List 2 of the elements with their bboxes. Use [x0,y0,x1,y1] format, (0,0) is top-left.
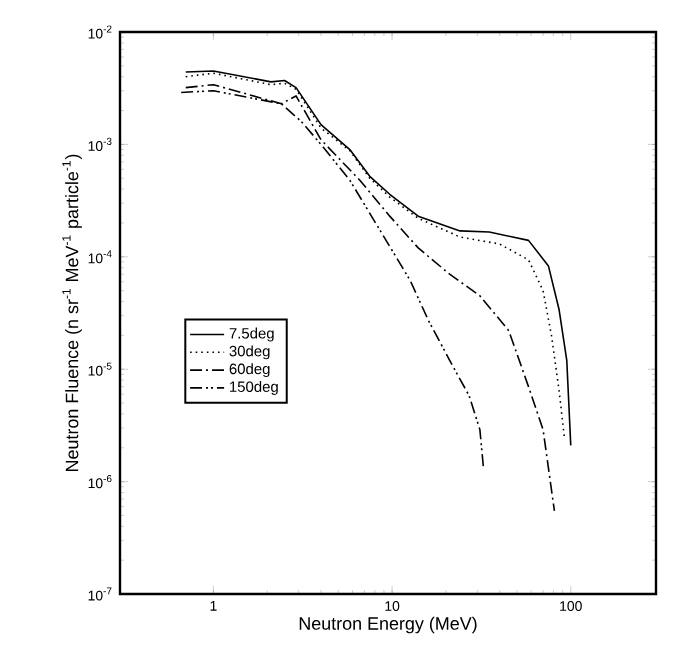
x-axis-title: Neutron Energy (MeV) [299,616,477,634]
y-axis-title: Neutron Fluence (n sr$^{-1}$ MeV$^{-1}$ particle$^{-1}$) [62,154,82,471]
